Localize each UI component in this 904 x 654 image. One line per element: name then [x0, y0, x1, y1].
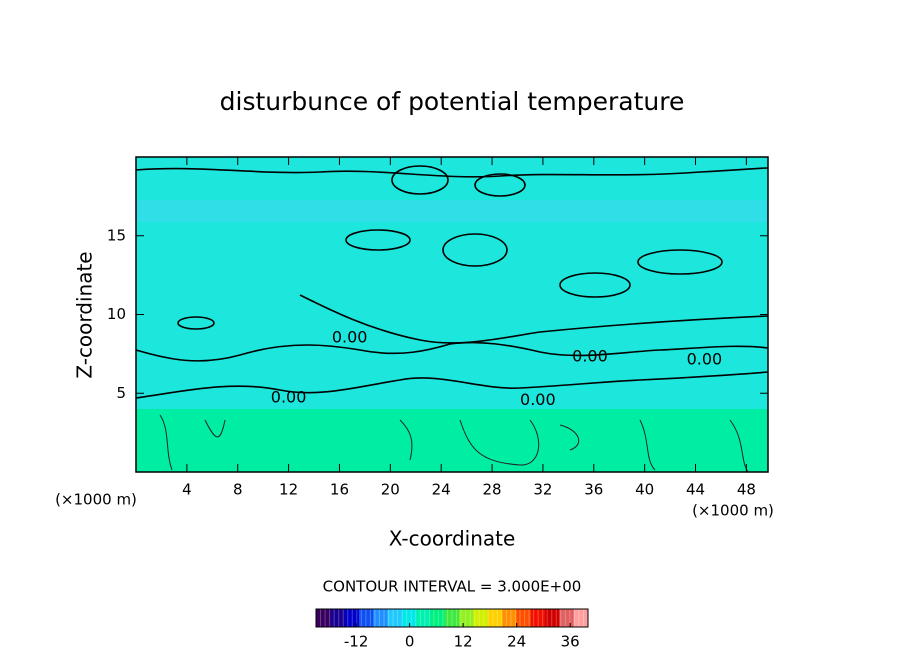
colorbar-tick-label: 0	[405, 633, 415, 651]
contour-line	[391, 165, 449, 195]
contour-label: 0.00	[572, 347, 608, 366]
contour-line	[177, 316, 215, 330]
field	[135, 156, 769, 473]
colorbar-tick-label: 24	[507, 633, 526, 651]
contour-line	[135, 167, 769, 178]
y-unit: (×1000 m)	[55, 491, 137, 509]
colorbar-segment	[502, 609, 517, 627]
y-tick-label: 10	[107, 305, 126, 323]
x-tick-label: 28	[483, 481, 502, 499]
x-tick-label: 16	[330, 481, 349, 499]
colorbar-tick-label: 36	[561, 633, 580, 651]
contour-label: 0.00	[271, 387, 307, 406]
colorbar-tick-label: -12	[344, 633, 369, 651]
x-tick-label: 36	[584, 481, 603, 499]
x-tick-label: 44	[686, 481, 705, 499]
x-tick-label: 32	[533, 481, 552, 499]
x-tick-label: 12	[279, 481, 298, 499]
contour-interval: CONTOUR INTERVAL = 3.000E+00	[323, 578, 582, 596]
colorbar-segment	[316, 609, 331, 627]
colorbar-segment	[430, 609, 446, 627]
x-tick-label: 24	[432, 481, 451, 499]
contour-line	[442, 233, 508, 267]
colorbar-segment	[444, 609, 460, 627]
contour-line	[474, 173, 526, 197]
contour-line	[299, 294, 769, 344]
colorbar-segment	[573, 609, 589, 627]
x-tick-label: 8	[233, 481, 243, 499]
colorbar-segment	[516, 609, 532, 627]
colorbar-frame	[315, 608, 589, 628]
colorbar-segment	[401, 609, 417, 627]
colorbar-tick-label: 12	[454, 633, 473, 651]
contour-label: 0.00	[332, 328, 368, 347]
contour-label: 0.00	[687, 350, 723, 369]
y-tick-label: 15	[107, 226, 126, 244]
contour-line	[637, 249, 723, 275]
y-axis-label: Z-coordinate	[73, 251, 97, 378]
colorbar-segment	[387, 609, 403, 627]
colorbar-segment	[330, 609, 346, 627]
colorbar-segment	[358, 609, 374, 627]
upper-band	[136, 200, 768, 222]
lower-field	[136, 409, 768, 472]
y-tick-label: 5	[116, 384, 126, 402]
colorbar-segment	[487, 609, 503, 627]
contour-line	[559, 272, 631, 298]
colorbar-segment	[416, 609, 432, 627]
colorbar-segment	[459, 609, 474, 627]
contour-label: 0.00	[520, 390, 556, 409]
colorbar-segment	[344, 609, 360, 627]
colorbar-segment	[559, 609, 575, 627]
colorbar-segment	[530, 609, 546, 627]
x-tick-label: 20	[381, 481, 400, 499]
contour-line	[345, 229, 411, 251]
x-unit: (×1000 m)	[692, 502, 774, 520]
colorbar-segment	[473, 609, 489, 627]
colorbar-segment	[545, 609, 560, 627]
x-tick-label: 40	[635, 481, 654, 499]
contour-line	[135, 341, 769, 362]
x-axis-label: X-coordinate	[389, 527, 516, 551]
x-tick-label: 48	[737, 481, 756, 499]
contour-line	[159, 414, 749, 473]
contour-line	[135, 371, 769, 399]
chart-title: disturbunce of potential temperature	[220, 87, 685, 116]
upper-field	[136, 157, 768, 409]
colorbar-segment	[373, 609, 389, 627]
x-tick-label: 4	[182, 481, 192, 499]
